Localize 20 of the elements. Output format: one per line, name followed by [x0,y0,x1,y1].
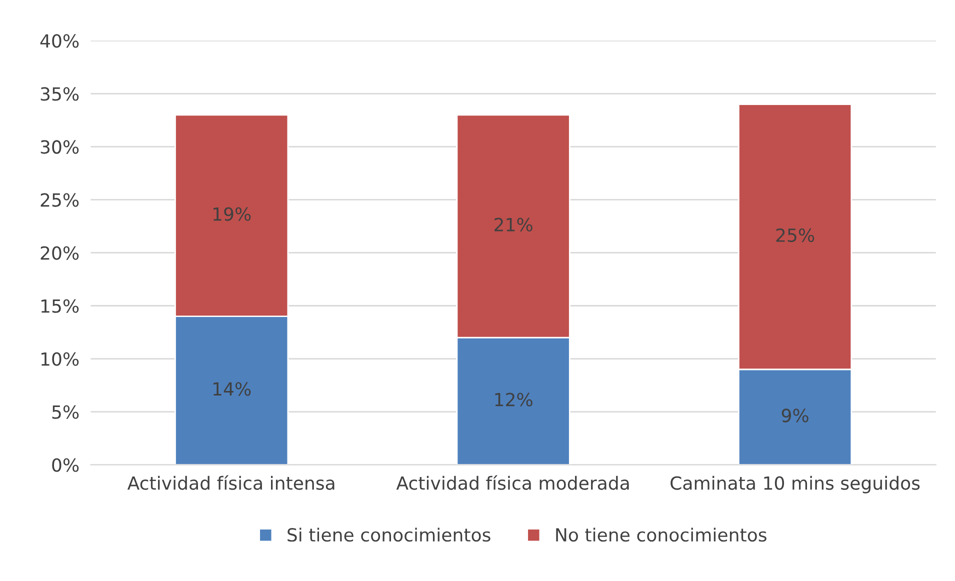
legend-label: Si tiene conocimientos [288,528,490,542]
x-tick-label: Actividad física intensa [127,475,334,490]
y-tick-label: 30% [40,140,79,154]
y-tick-label: 40% [40,34,79,48]
y-tick-label: 10% [41,352,79,366]
legend-label: No tiene conocimientos [556,528,766,542]
data-label: 21% [494,218,532,232]
data-label: 12% [495,392,532,406]
y-tick-label: 20% [40,246,79,260]
y-tick-label: 0% [52,458,79,472]
data-label: 9% [782,408,808,422]
data-label: 25% [776,228,814,242]
y-tick-label: 35% [40,87,79,101]
x-tick-label: Caminata 10 mins seguidos [670,476,920,494]
data-label: 14% [214,382,251,396]
data-label: 19% [214,207,251,221]
y-tick-label: 25% [40,193,79,207]
y-tick-label: 5% [52,405,79,419]
x-tick-label: Actividad física moderada [396,475,629,490]
y-tick-label: 15% [41,299,79,313]
